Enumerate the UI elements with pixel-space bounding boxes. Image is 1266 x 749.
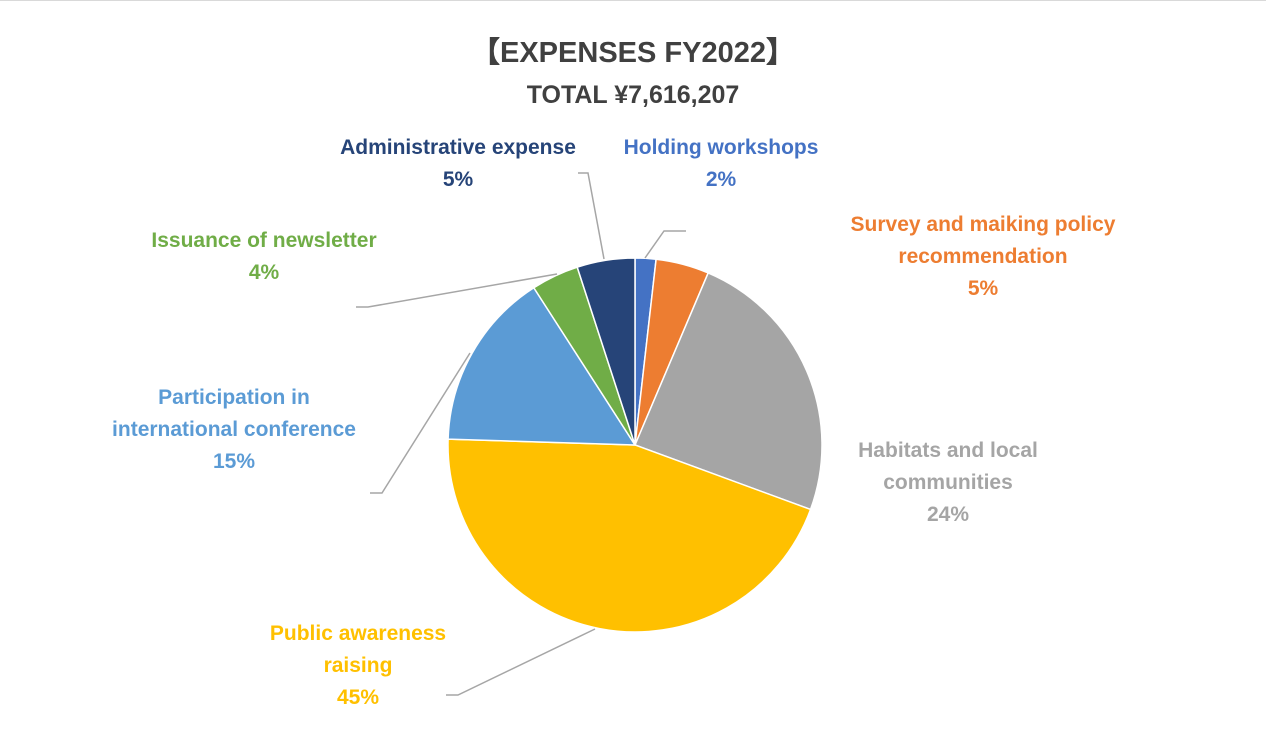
leader-line bbox=[446, 628, 596, 696]
data-label: Survey and maiking policy recommendation 5… bbox=[851, 213, 1116, 300]
leader-line bbox=[370, 352, 471, 494]
data-label: Issuance of newsletter 4% bbox=[151, 229, 376, 284]
leader-line bbox=[644, 230, 686, 259]
chart-subtitle: TOTAL ¥7,616,207 bbox=[526, 81, 740, 109]
data-label: Public awareness raising 45% bbox=[270, 622, 446, 709]
pie-slice bbox=[447, 286, 637, 446]
leader-line bbox=[356, 273, 558, 308]
pie-slice bbox=[447, 438, 812, 633]
pie-slice bbox=[576, 257, 636, 446]
data-label: Holding workshops 2% bbox=[624, 136, 819, 191]
data-label: Administrative expense 5% bbox=[340, 136, 576, 191]
data-label: Participation in international conference… bbox=[112, 386, 356, 473]
pie-slice bbox=[634, 271, 823, 511]
data-label: Habitats and local communities 24% bbox=[858, 439, 1038, 526]
leader-line bbox=[578, 172, 605, 260]
chart-title: 【EXPENSES FY2022】 bbox=[471, 37, 795, 69]
